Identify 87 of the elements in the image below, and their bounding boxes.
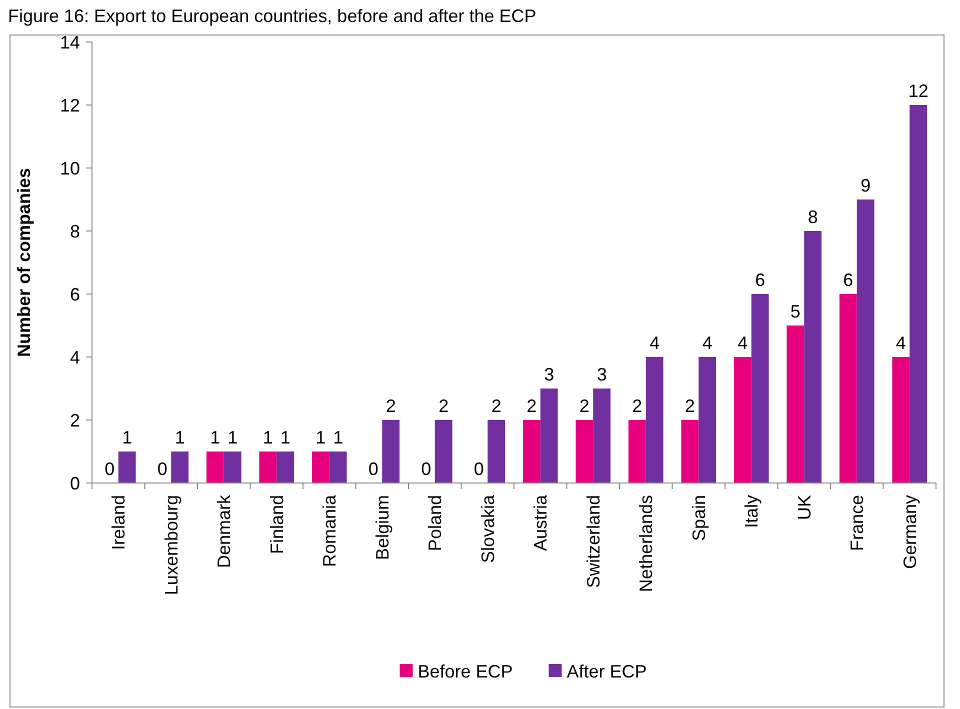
data-label: 2 <box>579 396 590 416</box>
bar <box>434 420 452 483</box>
data-label: 8 <box>808 207 818 227</box>
bar <box>734 357 752 483</box>
data-label: 3 <box>544 364 554 384</box>
y-tick-label: 12 <box>60 95 80 116</box>
y-tick-label: 0 <box>70 473 80 494</box>
x-tick-label: Spain <box>688 495 709 542</box>
data-label: 4 <box>650 333 660 353</box>
y-axis-title: Number of companies <box>14 168 34 358</box>
bar <box>540 388 558 483</box>
data-label: 2 <box>438 396 449 416</box>
data-label: 2 <box>632 396 642 416</box>
data-label: 0 <box>421 459 432 479</box>
x-tick-label: UK <box>794 495 814 520</box>
data-label: 4 <box>896 333 906 353</box>
data-label: 6 <box>843 270 854 290</box>
bar <box>698 357 716 483</box>
x-tick-label: Poland <box>425 495 446 552</box>
x-tick-label: Finland <box>266 495 287 554</box>
data-label: 0 <box>368 459 378 479</box>
x-tick-label: Netherlands <box>636 495 656 592</box>
data-label: 1 <box>333 428 344 448</box>
bar <box>910 105 928 483</box>
x-tick-label: Ireland <box>108 495 129 550</box>
x-tick-label: Germany <box>900 495 920 570</box>
y-tick-label: 2 <box>70 410 80 430</box>
data-label: 1 <box>210 428 220 448</box>
y-tick-label: 14 <box>60 32 80 52</box>
bar <box>646 357 664 483</box>
data-label: 1 <box>316 428 326 448</box>
bar <box>804 231 822 483</box>
y-tick-label: 10 <box>60 158 80 178</box>
data-label: 1 <box>174 428 185 448</box>
bar <box>259 452 277 483</box>
data-label: 0 <box>157 459 168 479</box>
bar <box>576 420 594 483</box>
data-label: 0 <box>474 459 484 479</box>
bar <box>488 420 506 483</box>
bar <box>839 294 857 483</box>
x-tick-label: Italy <box>742 495 762 528</box>
data-label: 4 <box>702 333 712 353</box>
x-tick-label: Denmark <box>214 494 234 568</box>
legend-label: Before ECP <box>418 661 513 682</box>
bar <box>681 420 699 483</box>
bar <box>751 294 769 483</box>
data-label: 9 <box>860 176 871 196</box>
bar <box>628 420 646 483</box>
data-label: 2 <box>491 396 502 416</box>
bar <box>593 388 611 483</box>
bar <box>206 452 224 483</box>
bar <box>382 420 400 483</box>
data-label: 1 <box>228 428 238 448</box>
bar <box>276 452 294 483</box>
data-label: 2 <box>526 396 537 416</box>
x-tick-label: Belgium <box>372 495 392 560</box>
y-tick-label: 8 <box>70 221 80 242</box>
x-tick-label: Austria <box>530 494 551 552</box>
data-label: 12 <box>908 81 928 101</box>
bar <box>171 452 189 483</box>
data-label: 5 <box>790 302 800 322</box>
legend-label: After ECP <box>566 661 647 682</box>
data-label: 1 <box>280 428 290 448</box>
bar <box>224 452 242 483</box>
bar <box>892 357 910 483</box>
x-tick-label: Romania <box>320 494 340 568</box>
y-tick-label: 4 <box>70 347 80 368</box>
bar <box>522 420 540 483</box>
data-label: 2 <box>684 396 695 416</box>
data-label: 4 <box>738 333 748 353</box>
data-label: 6 <box>755 270 766 290</box>
chart-title: Figure 16: Export to European countries, before and after the ECP <box>8 6 536 26</box>
bar <box>786 326 804 483</box>
y-tick-label: 6 <box>70 284 80 304</box>
bar <box>312 452 330 483</box>
bar <box>856 200 874 483</box>
data-label: 3 <box>596 364 607 384</box>
data-label: 0 <box>104 459 115 479</box>
bar <box>118 452 136 483</box>
data-label: 2 <box>386 396 396 416</box>
x-tick-label: Luxembourg <box>161 495 182 596</box>
x-tick-label: Slovakia <box>478 494 498 564</box>
data-label: 1 <box>122 428 132 448</box>
bar <box>329 452 347 483</box>
x-tick-label: Switzerland <box>583 495 604 588</box>
x-tick-label: France <box>847 495 868 552</box>
data-label: 1 <box>262 428 273 448</box>
